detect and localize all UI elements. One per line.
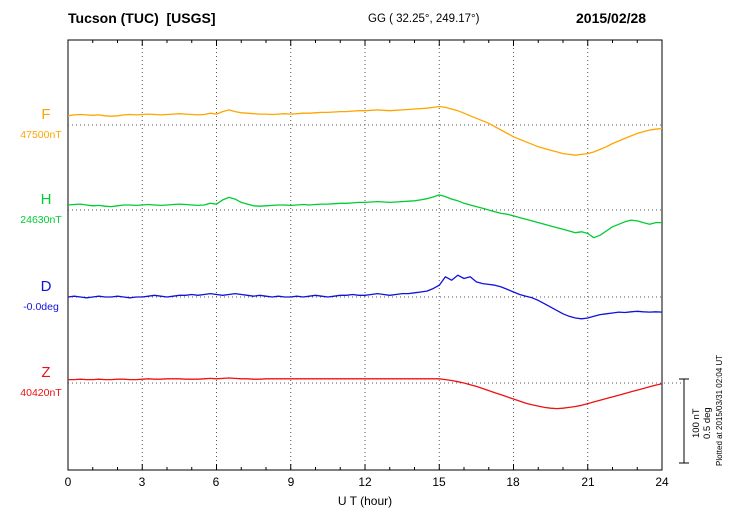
series-baseline-h: 24630nT [20,214,62,226]
x-tick-12: 12 [358,475,372,489]
series-baseline-d: -0.0deg [23,301,59,313]
x-tick-15: 15 [432,475,446,489]
plotted-at-note: Plotted at 2015/03/31 02:04 UT [715,354,724,467]
scale-label-nt: 100 nT [691,408,702,438]
geographic-coordinates: GG ( 32.25°, 249.17°) [368,13,480,25]
series-baseline-f: 47500nT [20,129,62,141]
series-label-d: D [40,278,52,295]
series-baseline-z: 40420nT [20,387,62,399]
x-tick-0: 0 [64,475,72,489]
x-tick-6: 6 [212,475,220,489]
x-tick-24: 24 [655,475,669,489]
x-axis-label: U T (hour) [337,494,393,508]
scale-label-deg: 0.5 deg [702,407,713,439]
series-label-f: F [41,106,51,123]
series-label-h: H [40,191,52,208]
x-tick-3: 3 [138,475,146,489]
x-tick-18: 18 [506,475,520,489]
series-label-z: Z [41,364,51,381]
x-tick-21: 21 [581,475,595,489]
x-tick-9: 9 [287,475,295,489]
page-title: Tucson (TUC) [USGS] [68,10,216,26]
plot-date: 2015/02/28 [576,10,647,26]
